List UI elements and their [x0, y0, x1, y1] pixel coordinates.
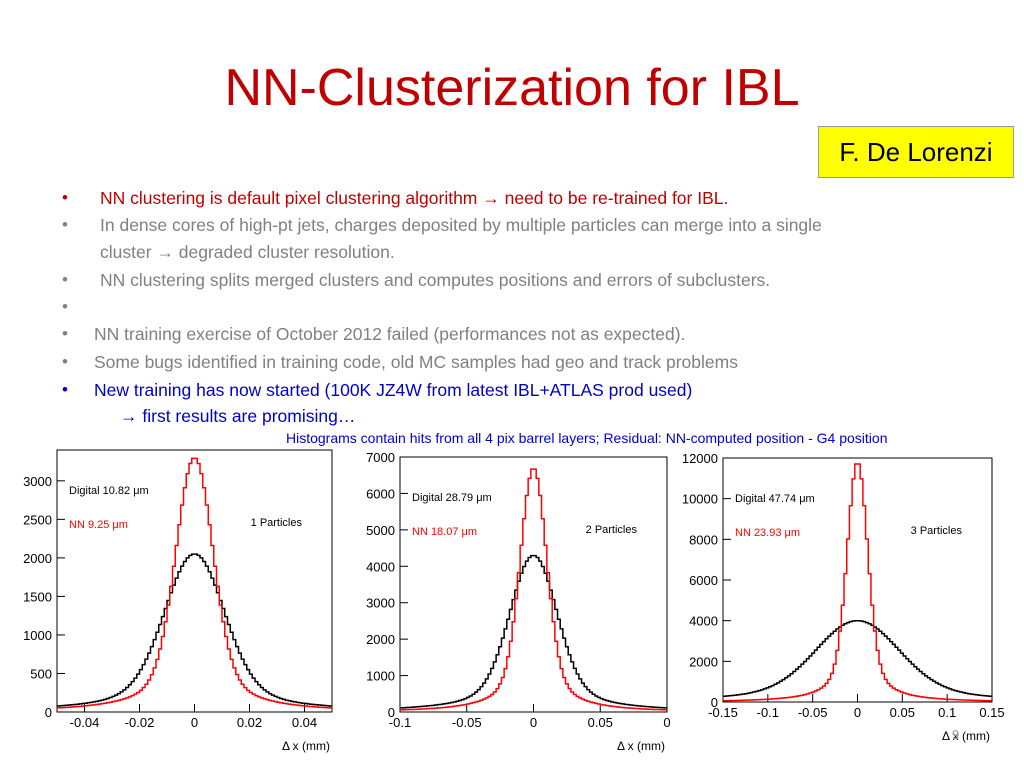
x-axis-label: Δ x (mm) [282, 739, 330, 753]
y-tick-label: 10000 [682, 492, 718, 507]
x-tick-label: -0.1 [389, 715, 411, 730]
y-tick-label: 0 [388, 705, 395, 720]
bullet-text: New training has now started (100K JZ4W … [94, 380, 693, 400]
y-tick-label: 8000 [689, 532, 718, 547]
series-line [57, 553, 332, 707]
series-line [57, 457, 332, 709]
bullet-text-continued: cluster → degraded cluster resolution. [100, 242, 395, 262]
y-tick-label: 5000 [366, 523, 395, 538]
bullet-text: In dense cores of high-pt jets, charges … [100, 215, 822, 235]
x-tick-label: 0.02 [237, 715, 262, 730]
annotation-particles: 3 Particles [911, 525, 963, 537]
x-tick-label: -0.05 [798, 705, 828, 720]
series-line [723, 619, 992, 698]
bullet-text-continued: → first results are promising… [120, 406, 356, 426]
x-tick-label: -0.02 [125, 715, 155, 730]
bullet-dot: • [62, 380, 68, 399]
x-tick-label: 0.05 [588, 715, 613, 730]
series-line [723, 463, 992, 702]
histogram-1-particles: 0 500 1000 1500 2000 2500 3000 -0.04 -0.02 0 0.02 0… [23, 449, 333, 753]
x-tick-label: -0.05 [452, 715, 482, 730]
x-tick-label: -0.1 [757, 705, 779, 720]
bullet-list: • NN clustering is default pixel cluster… [62, 188, 822, 426]
bullet-dot: • [62, 352, 68, 371]
bullet-dot: • [62, 215, 68, 234]
annotation-nn: NN 23.93 μm [735, 527, 800, 539]
x-axis-label: Δ x (mm) [942, 729, 990, 743]
series-line [400, 468, 667, 711]
histogram-2-particles: 0 1000 2000 3000 4000 5000 6000 7000 -0.1 -0.05 0 0… [366, 450, 671, 753]
x-tick-label: 0 [663, 715, 670, 730]
y-tick-label: 500 [30, 666, 52, 681]
y-tick-label: 2500 [23, 512, 52, 527]
author-box: F. De Lorenzi [818, 126, 1014, 178]
y-tick-label: 2000 [366, 632, 395, 647]
y-tick-label: 3000 [23, 474, 52, 489]
annotation-particles: 1 Particles [251, 517, 303, 529]
annotation-digital: Digital 47.74 μm [735, 493, 815, 505]
x-tick-label: 0.1 [938, 705, 956, 720]
y-tick-label: 7000 [366, 450, 395, 465]
y-tick-label: 2000 [689, 654, 718, 669]
x-tick-label: 0 [530, 715, 537, 730]
bullet-dot: • [62, 188, 68, 207]
annotation-nn: NN 18.07 μm [412, 526, 477, 538]
x-tick-label: -0.15 [708, 705, 738, 720]
y-tick-label: 4000 [366, 559, 395, 574]
annotation-particles: 2 Particles [586, 524, 638, 536]
annotation-digital: Digital 28.79 μm [412, 492, 492, 504]
y-tick-label: 1000 [366, 669, 395, 684]
histogram-3-particles: 0 2000 4000 6000 8000 10000 12000 -0.15 -0.1 -0.0… [682, 451, 1005, 743]
bullet-dot: • [62, 324, 68, 343]
bullet-dot: • [62, 297, 68, 316]
y-tick-label: 6000 [366, 486, 395, 501]
bullet-text: Some bugs identified in training code, o… [94, 352, 738, 372]
y-tick-label: 0 [711, 695, 718, 710]
page-number: 9 [952, 727, 960, 742]
bullet-dot: • [62, 270, 68, 289]
x-tick-label: -0.04 [70, 715, 100, 730]
bullet-text: NN training exercise of October 2012 fai… [94, 324, 686, 344]
x-tick-label: 0 [191, 715, 198, 730]
x-tick-label: 0.04 [292, 715, 317, 730]
histogram-caption: Histograms contain hits from all 4 pix b… [286, 430, 888, 446]
y-tick-label: 2000 [23, 551, 52, 566]
y-tick-label: 0 [45, 705, 52, 720]
y-tick-label: 12000 [682, 451, 718, 466]
y-tick-label: 6000 [689, 573, 718, 588]
series-line [400, 554, 667, 709]
x-axis-label: Δ x (mm) [617, 739, 665, 753]
y-tick-label: 1500 [23, 589, 52, 604]
y-tick-label: 1000 [23, 628, 52, 643]
y-tick-label: 4000 [689, 614, 718, 629]
x-tick-label: 0.15 [979, 705, 1004, 720]
bullet-text: NN clustering splits merged clusters and… [100, 270, 771, 290]
x-tick-label: 0.05 [890, 705, 915, 720]
x-tick-label: 0 [854, 705, 861, 720]
annotation-nn: NN 9.25 μm [69, 519, 128, 531]
slide-title: NN-Clusterization for IBL [224, 59, 800, 117]
annotation-digital: Digital 10.82 μm [69, 485, 149, 497]
y-tick-label: 3000 [366, 596, 395, 611]
bullet-text: NN clustering is default pixel clusterin… [100, 188, 729, 208]
